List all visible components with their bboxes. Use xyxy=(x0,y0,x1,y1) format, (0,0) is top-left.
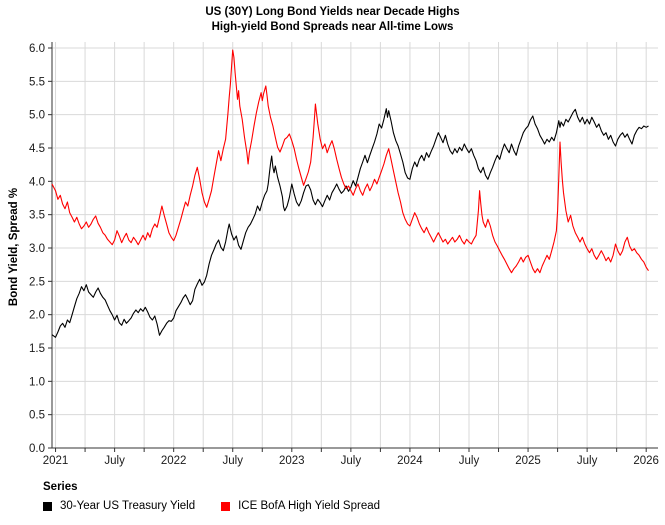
y-tick-label: 0.0 xyxy=(29,443,45,455)
chart-canvas: 0.0 0.5 1.0 1.5 2.0 2.5 3.0 3.5 4.0 4.5 5.0 5.5 6.0 2… xyxy=(29,42,659,467)
series-line-hy-spread xyxy=(51,49,649,274)
legend-label: ICE BofA High Yield Spread xyxy=(238,500,381,512)
x-tick-label: 2023 xyxy=(279,455,305,467)
y-tick-label: 4.5 xyxy=(29,143,45,155)
x-tick-label: July xyxy=(104,455,125,467)
y-tick-label: 5.0 xyxy=(29,110,45,122)
y-tick-label: 4.0 xyxy=(29,176,45,188)
legend-swatch-hy-spread xyxy=(221,501,231,511)
x-tick-label: 2024 xyxy=(397,455,423,467)
x-tick-label: 2021 xyxy=(43,455,69,467)
legend-label: 30-Year US Treasury Yield xyxy=(60,500,196,512)
y-tick-label: 1.0 xyxy=(29,376,45,388)
y-tick-label: 3.5 xyxy=(29,210,45,222)
y-tick-label: 6.0 xyxy=(29,43,45,55)
legend-items: 30-Year US Treasury Yield ICE BofA High Y… xyxy=(43,500,380,512)
chart-title-line1: US (30Y) Long Bond Yields near Decade Hi… xyxy=(205,6,460,18)
x-tick-label: 2026 xyxy=(633,455,659,467)
chart-title-line2: High-yield Bond Spreads near All-time Lo… xyxy=(211,21,454,33)
chart-title: US (30Y) Long Bond Yields near Decade Hi… xyxy=(0,5,665,35)
x-tick-label: 2025 xyxy=(515,455,541,467)
y-tick-label: 2.5 xyxy=(29,276,45,288)
legend: Series 30-Year US Treasury Yield ICE BofA… xyxy=(43,481,380,512)
y-tick-label: 1.5 xyxy=(29,343,45,355)
y-tick-label: 5.5 xyxy=(29,76,45,88)
legend-title: Series xyxy=(43,481,78,493)
series-line-treasury-30y xyxy=(51,108,649,338)
x-tick-label: 2022 xyxy=(161,455,187,467)
legend-item-treasury-30y: 30-Year US Treasury Yield xyxy=(43,500,195,512)
x-tick-label: July xyxy=(223,455,244,467)
y-tick-label: 2.0 xyxy=(29,310,45,322)
legend-item-hy-spread: ICE BofA High Yield Spread xyxy=(221,500,380,512)
x-tick-label: July xyxy=(577,455,598,467)
y-tick-label: 0.5 xyxy=(29,410,45,422)
x-tick-label: July xyxy=(341,455,362,467)
legend-swatch-treasury-30y xyxy=(43,501,52,511)
x-tick-label: July xyxy=(459,455,480,467)
y-tick-label: 3.0 xyxy=(29,243,45,255)
